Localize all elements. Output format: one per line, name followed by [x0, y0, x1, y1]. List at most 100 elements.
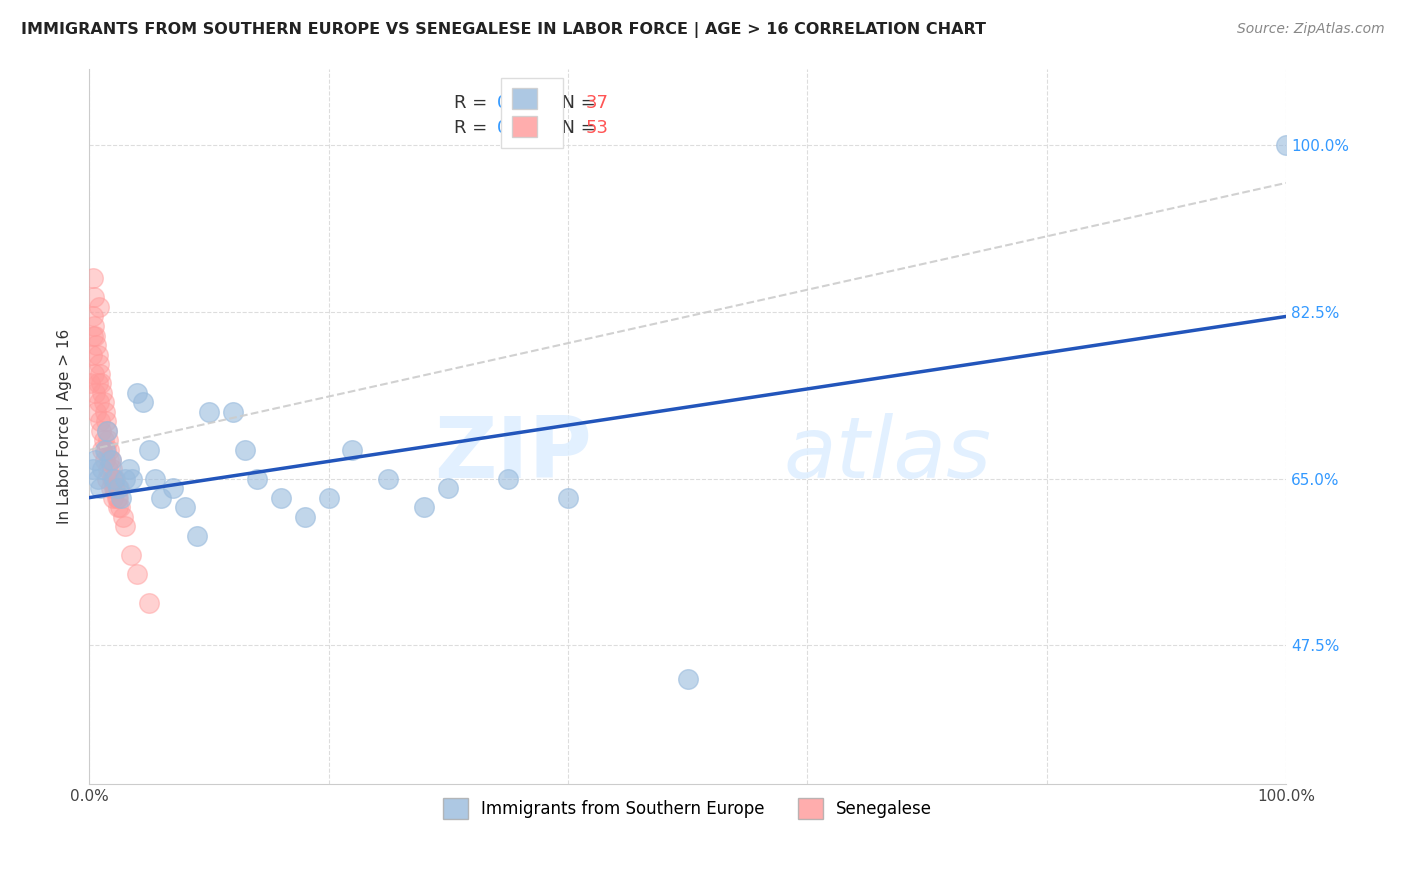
Legend: Immigrants from Southern Europe, Senegalese: Immigrants from Southern Europe, Senegal… [436, 792, 939, 825]
Point [100, 452, 122, 467]
Point [97, 462, 120, 476]
Point [97, 434, 120, 448]
Point [377, 472, 399, 486]
Text: R =: R = [454, 94, 499, 112]
Point [125, 566, 148, 581]
Point [104, 472, 127, 486]
Point [103, 472, 125, 486]
Point [103, 481, 125, 495]
Point [89, 481, 111, 495]
Point [101, 472, 124, 486]
Point [104, 481, 127, 495]
Point [90, 376, 112, 391]
Point [91, 462, 114, 476]
Text: 0.133: 0.133 [498, 119, 548, 136]
Point [132, 395, 155, 409]
Point [86, 405, 108, 419]
Point [82, 462, 104, 476]
Point [82, 310, 104, 324]
Point [117, 462, 139, 476]
Point [198, 405, 221, 419]
Point [557, 491, 579, 505]
Point [96, 424, 118, 438]
Point [101, 491, 124, 505]
Point [86, 338, 108, 352]
Point [114, 472, 136, 486]
Point [86, 376, 108, 391]
Point [107, 500, 129, 515]
Point [107, 491, 129, 505]
Point [121, 472, 143, 486]
Point [149, 491, 172, 505]
Text: atlas: atlas [783, 413, 991, 496]
Point [270, 491, 292, 505]
Point [84, 385, 107, 400]
Point [174, 500, 197, 515]
Point [91, 385, 114, 400]
Point [162, 481, 184, 495]
Point [100, 452, 122, 467]
Point [318, 491, 340, 505]
Point [111, 509, 134, 524]
Point [676, 672, 699, 686]
Point [86, 472, 108, 486]
Point [96, 424, 118, 438]
Point [93, 434, 115, 448]
Point [91, 442, 114, 457]
Point [79, 376, 101, 391]
Point [83, 318, 105, 333]
Point [82, 328, 104, 343]
Point [138, 596, 160, 610]
Point [246, 472, 269, 486]
Point [437, 481, 460, 495]
Point [98, 442, 121, 457]
Point [87, 357, 110, 371]
Point [94, 442, 117, 457]
Point [93, 452, 115, 467]
Point [222, 405, 245, 419]
Point [93, 442, 115, 457]
Point [89, 367, 111, 381]
Point [89, 414, 111, 428]
Point [114, 519, 136, 533]
Point [108, 481, 131, 495]
Text: R =: R = [454, 119, 499, 136]
Point [413, 500, 436, 515]
Point [84, 452, 107, 467]
Point [186, 529, 208, 543]
Point [105, 491, 128, 505]
Point [90, 424, 112, 438]
Text: 53: 53 [586, 119, 609, 136]
Point [107, 481, 129, 495]
Point [83, 290, 105, 304]
Point [101, 472, 124, 486]
Text: N =: N = [550, 119, 602, 136]
Text: IMMIGRANTS FROM SOUTHERN EUROPE VS SENEGALESE IN LABOR FORCE | AGE > 16 CORRELAT: IMMIGRANTS FROM SOUTHERN EUROPE VS SENEG… [21, 22, 986, 38]
Point [80, 348, 103, 362]
Point [110, 500, 132, 515]
Text: 0.347: 0.347 [498, 94, 548, 112]
Point [342, 442, 364, 457]
Point [87, 395, 110, 409]
Y-axis label: In Labor Force | Age > 16: In Labor Force | Age > 16 [58, 328, 73, 524]
Point [138, 442, 160, 457]
Text: Source: ZipAtlas.com: Source: ZipAtlas.com [1237, 22, 1385, 37]
Point [84, 328, 107, 343]
Point [86, 348, 108, 362]
Point [96, 472, 118, 486]
Text: ZIP: ZIP [434, 413, 592, 496]
Point [94, 414, 117, 428]
Point [93, 395, 115, 409]
Point [125, 385, 148, 400]
Text: N =: N = [550, 94, 602, 112]
Point [294, 509, 316, 524]
Text: 37: 37 [586, 94, 609, 112]
Point [1275, 137, 1298, 152]
Point [87, 300, 110, 314]
Point [100, 481, 122, 495]
Point [93, 405, 115, 419]
Point [496, 472, 519, 486]
Point [83, 367, 105, 381]
Point [143, 472, 166, 486]
Point [101, 462, 124, 476]
